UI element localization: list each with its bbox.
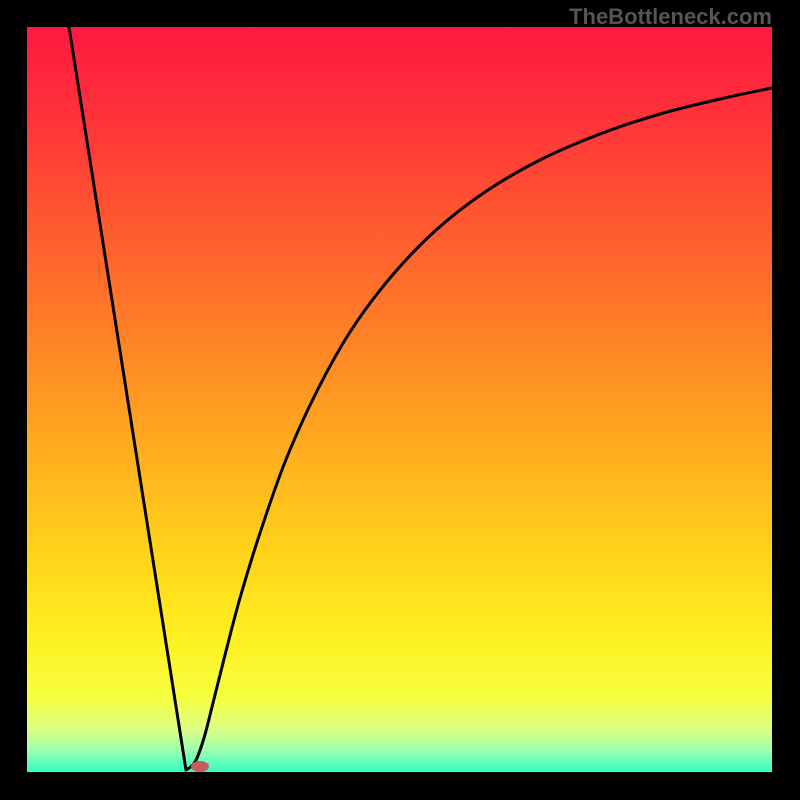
optimal-point-marker	[191, 761, 209, 772]
watermark-text: TheBottleneck.com	[569, 4, 772, 30]
chart-container: TheBottleneck.com	[0, 0, 800, 800]
bottleneck-curve	[69, 27, 772, 770]
curve-layer	[27, 27, 772, 772]
plot-area	[27, 27, 772, 772]
